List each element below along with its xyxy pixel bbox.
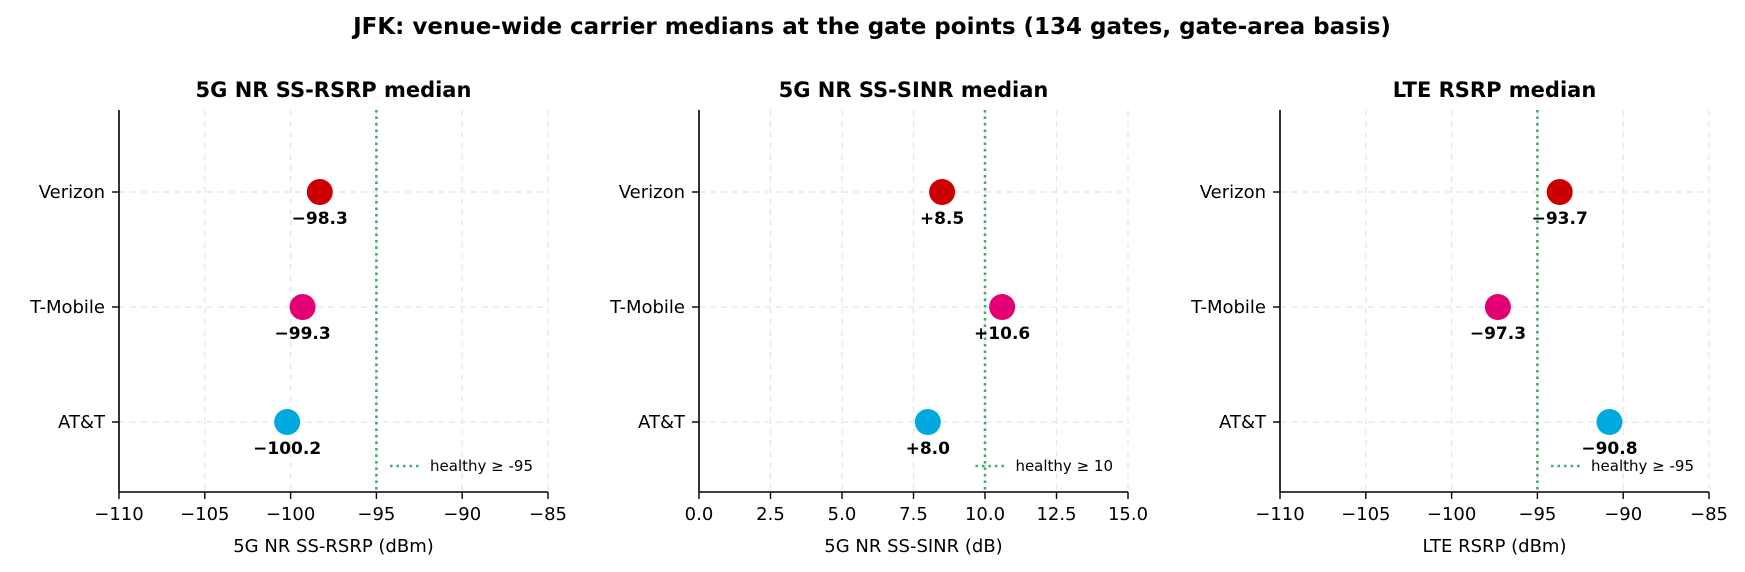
y-tick-label: AT&T	[1219, 412, 1267, 433]
data-point	[914, 409, 941, 435]
x-tick-label: −110	[1255, 504, 1304, 525]
panel-title: 5G NR SS-RSRP median	[196, 78, 472, 102]
x-tick-label: 0.0	[685, 504, 714, 525]
data-point	[989, 294, 1016, 320]
legend-label: healthy ≥ 10	[1015, 457, 1113, 475]
panel-title: 5G NR SS-SINR median	[779, 78, 1049, 102]
x-tick-label: 5.0	[828, 504, 857, 525]
x-tick-label: −105	[1341, 504, 1390, 525]
data-label: +8.5	[920, 209, 964, 229]
x-tick-label: −85	[1690, 504, 1728, 525]
x-tick-label: −105	[180, 504, 229, 525]
data-point	[1484, 294, 1511, 320]
x-tick-label: −90	[1604, 504, 1642, 525]
x-tick-label: −100	[266, 504, 315, 525]
panel-rsrp-lte: LTE RSRP median LTE RSRP (dBm) −110 −105 −…	[1190, 78, 1728, 557]
x-tick-label: −100	[1427, 504, 1476, 525]
x-tick-label: −110	[94, 504, 143, 525]
y-tick-label: Verizon	[1200, 182, 1266, 203]
data-label: −99.3	[275, 324, 331, 344]
x-tick-label: −95	[1518, 504, 1556, 525]
x-tick-label: 12.5	[1036, 504, 1076, 525]
data-label: +8.0	[906, 439, 951, 459]
legend-label: healthy ≥ -95	[430, 457, 533, 475]
x-axis-label: 5G NR SS-RSRP (dBm)	[233, 536, 434, 557]
figure-title: JFK: venue-wide carrier medians at the g…	[351, 14, 1391, 40]
x-tick-label: −85	[529, 504, 567, 525]
legend-label: healthy ≥ -95	[1591, 457, 1694, 475]
data-point	[274, 409, 301, 435]
data-label: +10.6	[974, 324, 1030, 344]
y-tick-label: T-Mobile	[609, 297, 685, 318]
data-label: −93.7	[1532, 209, 1588, 229]
data-label: −100.2	[253, 439, 321, 459]
y-tick-label: Verizon	[619, 182, 685, 203]
x-tick-label: 2.5	[756, 504, 785, 525]
panel-rsrp-5g: 5G NR SS-RSRP median 5G NR SS-RSRP (dBm)…	[29, 78, 567, 557]
y-tick-label: AT&T	[58, 412, 106, 433]
data-point	[929, 179, 956, 205]
y-tick-label: AT&T	[638, 412, 686, 433]
data-point	[306, 179, 333, 205]
x-tick-label: −90	[443, 504, 481, 525]
data-point	[1546, 179, 1573, 205]
data-point	[1596, 409, 1623, 435]
y-tick-label: T-Mobile	[1190, 297, 1266, 318]
x-tick-label: 7.5	[899, 504, 928, 525]
x-tick-label: 10.0	[965, 504, 1005, 525]
x-tick-label: 15.0	[1108, 504, 1148, 525]
x-axis-label: 5G NR SS-SINR (dB)	[824, 536, 1002, 557]
data-label: −98.3	[292, 209, 348, 229]
panel-sinr-5g: 5G NR SS-SINR median 5G NR SS-SINR (dB) …	[609, 78, 1148, 557]
data-point	[289, 294, 316, 320]
y-tick-label: T-Mobile	[29, 297, 105, 318]
data-label: −97.3	[1470, 324, 1526, 344]
x-tick-label: −95	[357, 504, 395, 525]
panel-title: LTE RSRP median	[1393, 78, 1597, 102]
data-label: −90.8	[1581, 439, 1637, 459]
x-axis-label: LTE RSRP (dBm)	[1422, 536, 1566, 557]
y-tick-label: Verizon	[39, 182, 105, 203]
